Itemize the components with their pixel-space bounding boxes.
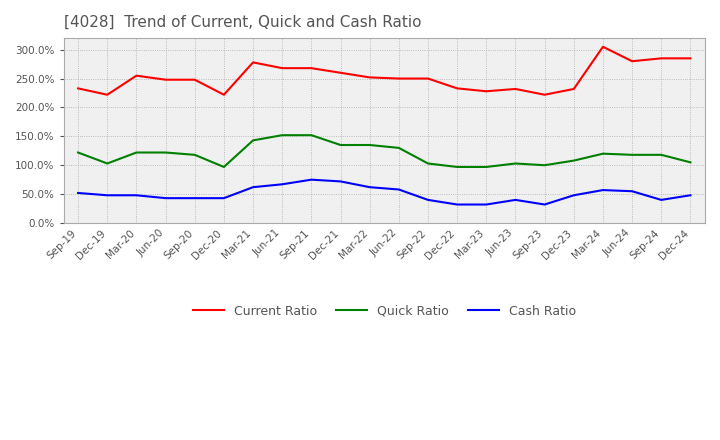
- Current Ratio: [220, 92, 228, 97]
- Quick Ratio: [132, 150, 140, 155]
- Current Ratio: [73, 86, 82, 91]
- Legend: Current Ratio, Quick Ratio, Cash Ratio: Current Ratio, Quick Ratio, Cash Ratio: [188, 300, 581, 323]
- Cash Ratio: [365, 184, 374, 190]
- Quick Ratio: [570, 158, 578, 163]
- Quick Ratio: [336, 143, 345, 148]
- Quick Ratio: [686, 160, 695, 165]
- Quick Ratio: [161, 150, 170, 155]
- Cash Ratio: [482, 202, 490, 207]
- Current Ratio: [395, 76, 403, 81]
- Quick Ratio: [482, 164, 490, 169]
- Quick Ratio: [628, 152, 636, 158]
- Cash Ratio: [598, 187, 607, 193]
- Cash Ratio: [132, 193, 140, 198]
- Current Ratio: [307, 66, 315, 71]
- Quick Ratio: [73, 150, 82, 155]
- Current Ratio: [423, 76, 432, 81]
- Current Ratio: [365, 75, 374, 80]
- Quick Ratio: [657, 152, 665, 158]
- Current Ratio: [570, 86, 578, 92]
- Cash Ratio: [657, 197, 665, 202]
- Quick Ratio: [423, 161, 432, 166]
- Current Ratio: [628, 59, 636, 64]
- Cash Ratio: [453, 202, 462, 207]
- Quick Ratio: [220, 164, 228, 169]
- Cash Ratio: [540, 202, 549, 207]
- Cash Ratio: [161, 195, 170, 201]
- Cash Ratio: [395, 187, 403, 192]
- Cash Ratio: [423, 197, 432, 202]
- Current Ratio: [161, 77, 170, 82]
- Quick Ratio: [395, 145, 403, 150]
- Line: Cash Ratio: Cash Ratio: [78, 180, 690, 205]
- Cash Ratio: [628, 189, 636, 194]
- Current Ratio: [482, 88, 490, 94]
- Current Ratio: [657, 56, 665, 61]
- Current Ratio: [336, 70, 345, 75]
- Quick Ratio: [511, 161, 520, 166]
- Cash Ratio: [103, 193, 112, 198]
- Line: Quick Ratio: Quick Ratio: [78, 135, 690, 167]
- Current Ratio: [278, 66, 287, 71]
- Quick Ratio: [278, 132, 287, 138]
- Current Ratio: [132, 73, 140, 78]
- Cash Ratio: [248, 184, 257, 190]
- Cash Ratio: [336, 179, 345, 184]
- Line: Current Ratio: Current Ratio: [78, 47, 690, 95]
- Quick Ratio: [248, 138, 257, 143]
- Quick Ratio: [598, 151, 607, 156]
- Current Ratio: [103, 92, 112, 97]
- Cash Ratio: [220, 195, 228, 201]
- Quick Ratio: [103, 161, 112, 166]
- Cash Ratio: [190, 195, 199, 201]
- Quick Ratio: [307, 132, 315, 138]
- Current Ratio: [686, 56, 695, 61]
- Quick Ratio: [365, 143, 374, 148]
- Cash Ratio: [511, 197, 520, 202]
- Text: [4028]  Trend of Current, Quick and Cash Ratio: [4028] Trend of Current, Quick and Cash …: [63, 15, 421, 30]
- Cash Ratio: [686, 193, 695, 198]
- Cash Ratio: [570, 193, 578, 198]
- Cash Ratio: [307, 177, 315, 182]
- Current Ratio: [190, 77, 199, 82]
- Quick Ratio: [453, 164, 462, 169]
- Quick Ratio: [190, 152, 199, 158]
- Current Ratio: [511, 86, 520, 92]
- Cash Ratio: [278, 182, 287, 187]
- Cash Ratio: [73, 191, 82, 196]
- Current Ratio: [453, 86, 462, 91]
- Current Ratio: [248, 60, 257, 65]
- Current Ratio: [598, 44, 607, 49]
- Current Ratio: [540, 92, 549, 97]
- Quick Ratio: [540, 163, 549, 168]
